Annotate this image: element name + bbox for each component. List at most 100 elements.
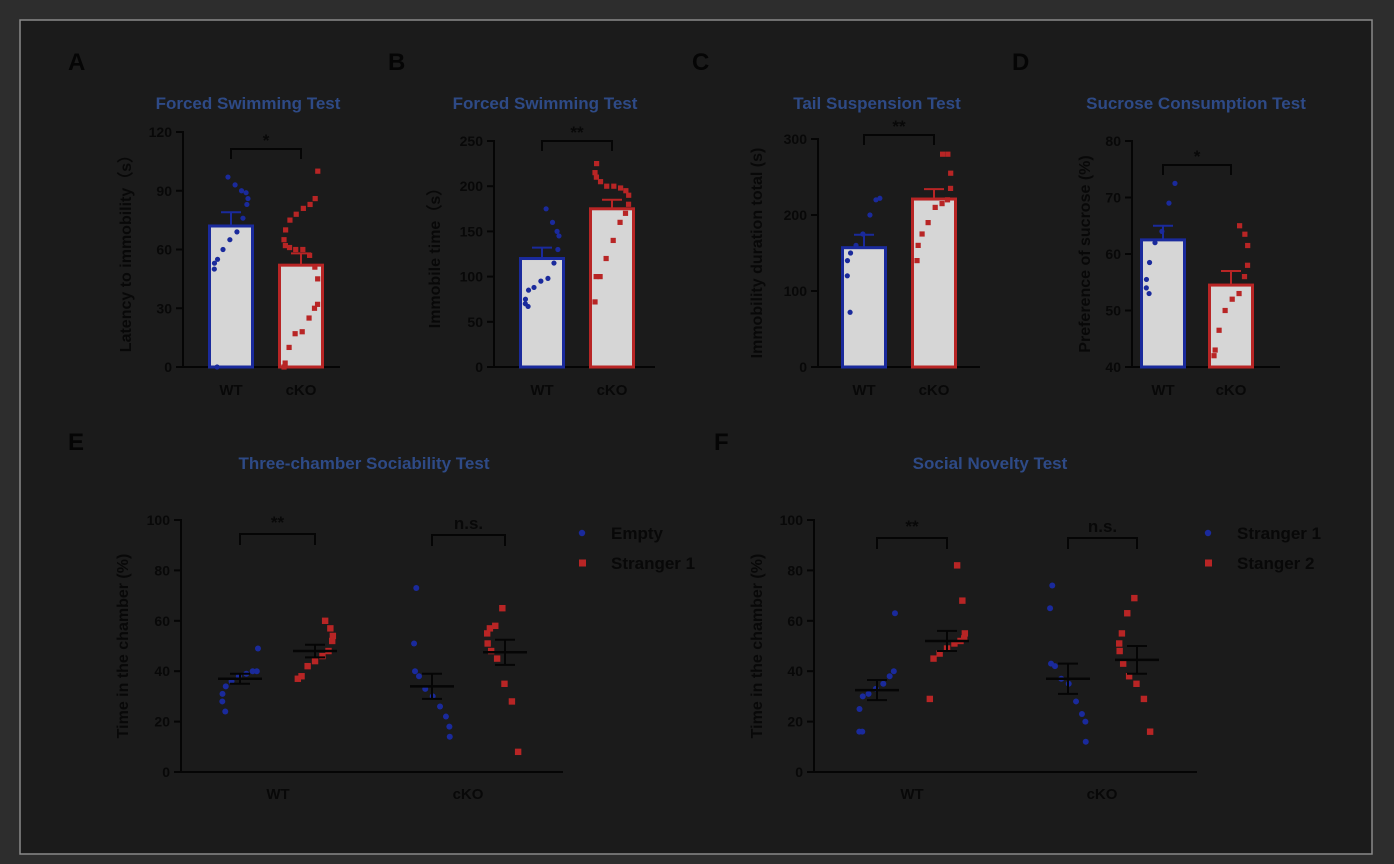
- data-point: [1133, 680, 1140, 687]
- x-tick-label: WT: [1151, 382, 1174, 399]
- data-point: [492, 622, 499, 630]
- data-point: [1116, 640, 1123, 647]
- y-tick-label: 0: [795, 764, 803, 780]
- significance-label: **: [892, 117, 906, 136]
- data-point: [442, 713, 449, 720]
- data-point: [1172, 180, 1178, 186]
- data-point: [446, 733, 453, 740]
- y-tick-label: 90: [156, 183, 172, 199]
- y-tick-label: 40: [1105, 359, 1121, 375]
- significance-label: *: [1194, 147, 1201, 166]
- chart-title: Social Novelty Test: [913, 454, 1068, 473]
- data-point: [853, 242, 859, 248]
- data-point: [617, 219, 623, 225]
- panel-c: C Tail Suspension Test Immobility duration…: [692, 49, 980, 399]
- data-point: [307, 252, 313, 258]
- data-point: [306, 315, 312, 321]
- data-point: [593, 274, 599, 280]
- panel-letter: B: [388, 49, 405, 76]
- data-point: [298, 673, 305, 680]
- chart-title: Forced Swimming Test: [156, 94, 341, 113]
- y-tick-label: 20: [787, 714, 803, 730]
- data-point: [214, 364, 220, 370]
- data-point: [214, 256, 221, 262]
- data-point: [281, 364, 287, 370]
- data-point: [622, 210, 629, 216]
- significance-label: n.s.: [1088, 517, 1117, 536]
- data-point: [1131, 594, 1138, 602]
- data-point: [880, 680, 887, 687]
- legend-marker: [578, 529, 586, 537]
- data-point: [286, 344, 292, 351]
- significance-bracket: [1162, 164, 1232, 175]
- data-point: [1236, 290, 1242, 297]
- data-point: [501, 680, 508, 687]
- data-point: [222, 683, 229, 690]
- data-point: [915, 242, 921, 248]
- data-point: [873, 197, 879, 203]
- data-point: [847, 309, 853, 315]
- data-point: [961, 630, 969, 637]
- data-point: [856, 728, 863, 735]
- significance-bracket: [1067, 537, 1138, 549]
- data-point: [939, 201, 945, 207]
- data-point: [211, 266, 217, 272]
- data-point: [1140, 695, 1148, 703]
- data-point: [594, 161, 600, 167]
- y-tick-label: 0: [162, 764, 170, 780]
- data-point: [253, 668, 260, 675]
- data-point: [312, 264, 318, 270]
- data-point: [961, 635, 968, 642]
- panel-e: E Three-chamber Sociability Test Time in t…: [68, 429, 695, 803]
- bar-cko: [278, 263, 324, 369]
- significance-bracket: [541, 140, 613, 151]
- data-point: [551, 260, 557, 266]
- data-point: [1152, 240, 1158, 246]
- y-tick-label: 0: [164, 359, 172, 375]
- y-tick-label: 120: [149, 124, 173, 140]
- data-point: [555, 246, 561, 253]
- panels: A Forced Swimming Test Latency to immobili…: [68, 49, 1321, 803]
- y-tick-label: 100: [147, 512, 171, 528]
- data-point: [611, 183, 617, 189]
- data-point: [282, 360, 288, 366]
- data-point: [413, 585, 420, 592]
- significance-label: **: [905, 517, 919, 536]
- data-point: [618, 185, 624, 191]
- data-point: [238, 188, 245, 194]
- data-point: [412, 668, 419, 675]
- data-point: [859, 693, 866, 700]
- data-point: [415, 673, 422, 680]
- panel-f: F Social Novelty Test Time in the chamber …: [714, 429, 1321, 803]
- data-point: [1146, 728, 1154, 735]
- data-point: [959, 597, 966, 604]
- data-point: [1146, 290, 1152, 297]
- panel-letter: D: [1012, 49, 1029, 76]
- data-point: [925, 220, 931, 226]
- data-point: [315, 168, 321, 174]
- data-point: [1047, 605, 1054, 612]
- x-tick-label: cKO: [1087, 786, 1118, 803]
- x-tick-label: cKO: [919, 382, 950, 399]
- y-tick-label: 70: [1105, 190, 1121, 206]
- legend-marker: [579, 559, 586, 567]
- bar-wt: [519, 257, 565, 369]
- y-tick-label: 300: [784, 131, 808, 147]
- data-point: [1212, 347, 1218, 353]
- data-point: [1159, 228, 1165, 234]
- data-point: [531, 284, 537, 291]
- y-tick-label: 200: [460, 178, 484, 194]
- data-point: [856, 706, 863, 712]
- bar-cko: [589, 207, 635, 369]
- data-point: [603, 255, 609, 262]
- data-point: [936, 650, 943, 657]
- data-point: [1237, 223, 1243, 229]
- data-point: [1245, 242, 1251, 249]
- significance-label: *: [263, 131, 270, 150]
- data-point: [227, 237, 233, 243]
- data-point: [1143, 285, 1149, 291]
- legend-marker: [1205, 559, 1212, 567]
- data-point: [844, 258, 851, 264]
- data-point: [508, 698, 516, 705]
- data-point: [947, 185, 954, 191]
